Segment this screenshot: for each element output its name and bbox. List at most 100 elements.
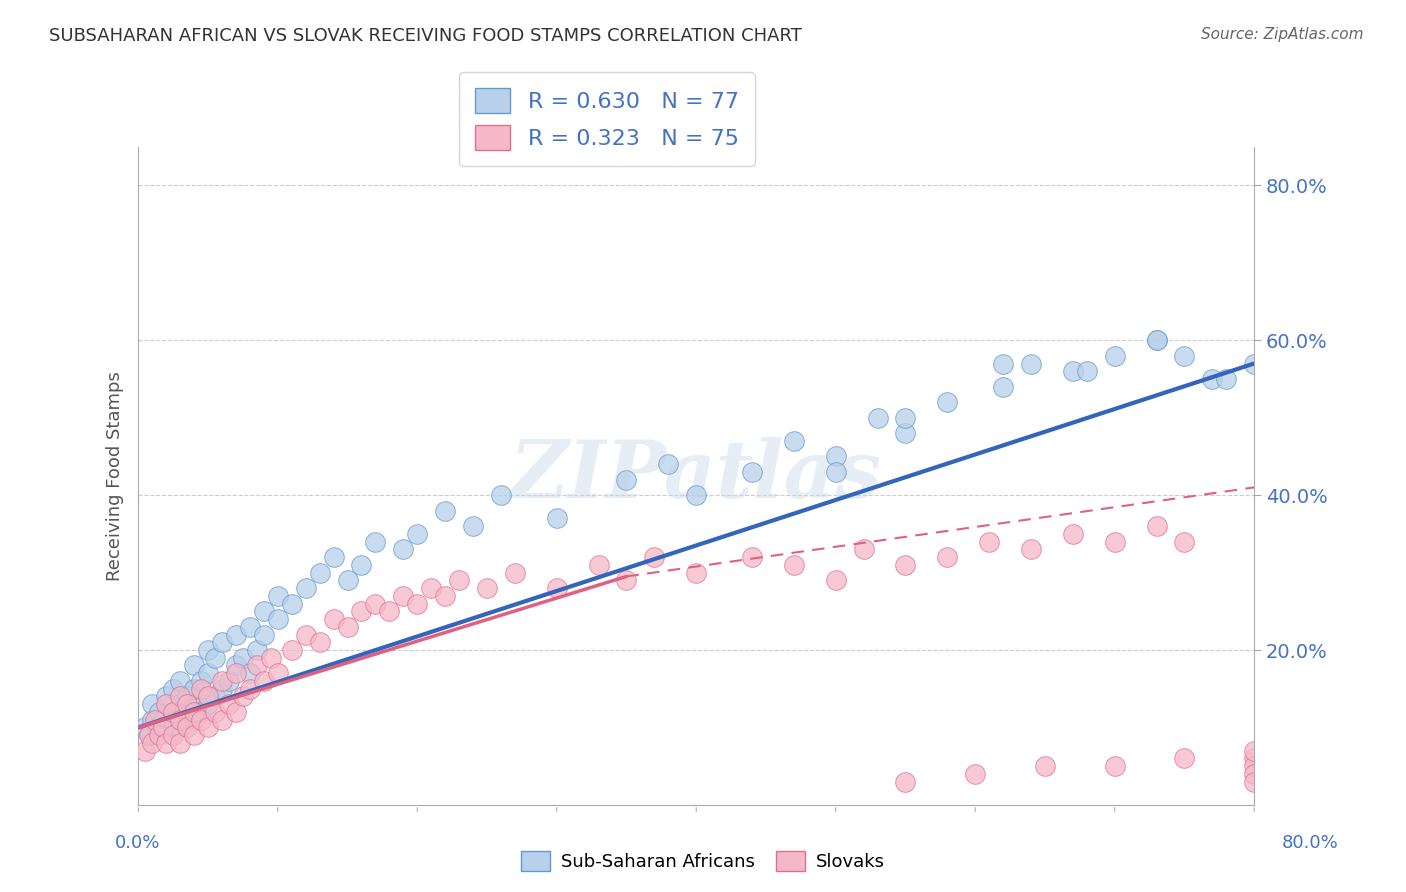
Point (176, 690, 198, 704)
Point (1173, 751, 1195, 765)
Point (420, 581, 443, 595)
Point (322, 550, 344, 565)
Point (449, 574, 471, 588)
Point (143, 713, 166, 727)
Point (148, 721, 170, 735)
Point (503, 566, 526, 580)
Point (197, 643, 219, 657)
Point (232, 690, 254, 704)
Point (162, 681, 184, 696)
Point (1104, 534, 1126, 549)
Point (155, 736, 177, 750)
Point (434, 503, 457, 517)
Point (824, 465, 846, 479)
Point (685, 566, 707, 580)
Point (152, 721, 174, 735)
Point (162, 728, 184, 742)
Point (169, 673, 191, 688)
Point (246, 643, 269, 657)
Point (176, 721, 198, 735)
Point (169, 697, 191, 711)
Point (267, 666, 290, 681)
Point (280, 597, 302, 611)
Point (741, 465, 763, 479)
Point (364, 534, 387, 549)
Point (162, 713, 184, 727)
Point (155, 697, 177, 711)
Point (1076, 364, 1098, 378)
Point (1033, 759, 1056, 773)
Point (183, 705, 205, 719)
Point (336, 620, 359, 634)
Point (190, 705, 212, 719)
Point (1146, 519, 1168, 533)
Point (936, 550, 959, 565)
Point (1243, 759, 1265, 773)
Point (979, 534, 1001, 549)
Point (434, 589, 457, 603)
Point (1243, 751, 1265, 765)
Point (211, 713, 233, 727)
Point (308, 635, 330, 649)
Point (211, 673, 233, 688)
Point (489, 488, 512, 502)
Point (148, 705, 170, 719)
Point (225, 658, 247, 673)
Point (155, 690, 177, 704)
Point (336, 574, 359, 588)
Point (267, 589, 290, 603)
Point (141, 736, 163, 750)
Point (475, 581, 498, 595)
Point (148, 728, 170, 742)
Point (991, 380, 1014, 394)
Point (350, 604, 373, 618)
Point (232, 650, 254, 665)
Point (225, 705, 247, 719)
Point (894, 410, 917, 425)
Point (1062, 364, 1084, 378)
Point (204, 650, 226, 665)
Point (824, 450, 846, 464)
Point (183, 658, 205, 673)
Point (138, 728, 160, 742)
Point (218, 697, 240, 711)
Point (253, 627, 276, 641)
Point (1243, 357, 1265, 371)
Point (183, 728, 205, 742)
Point (546, 511, 568, 525)
Text: 0.0%: 0.0% (115, 834, 160, 852)
Point (183, 697, 205, 711)
Point (866, 410, 889, 425)
Point (616, 574, 638, 588)
Point (1146, 333, 1168, 347)
Point (294, 581, 316, 595)
Point (211, 681, 233, 696)
Point (824, 574, 846, 588)
Point (190, 681, 212, 696)
Point (162, 705, 184, 719)
Point (1019, 542, 1042, 557)
Point (176, 697, 198, 711)
Point (1243, 767, 1265, 781)
Point (1019, 357, 1042, 371)
Y-axis label: Receiving Food Stamps: Receiving Food Stamps (107, 371, 124, 581)
Point (197, 666, 219, 681)
Point (239, 620, 262, 634)
Point (253, 673, 276, 688)
Point (197, 690, 219, 704)
Point (253, 604, 276, 618)
Point (894, 426, 917, 441)
Point (260, 650, 283, 665)
Point (1173, 349, 1195, 363)
Point (134, 721, 156, 735)
Point (657, 457, 679, 471)
Point (239, 666, 262, 681)
Point (1062, 526, 1084, 541)
Point (246, 658, 269, 673)
Point (169, 736, 191, 750)
Text: 80.0%: 80.0% (1282, 834, 1339, 852)
Point (152, 713, 174, 727)
Point (936, 395, 959, 409)
Point (350, 558, 373, 572)
Point (155, 721, 177, 735)
